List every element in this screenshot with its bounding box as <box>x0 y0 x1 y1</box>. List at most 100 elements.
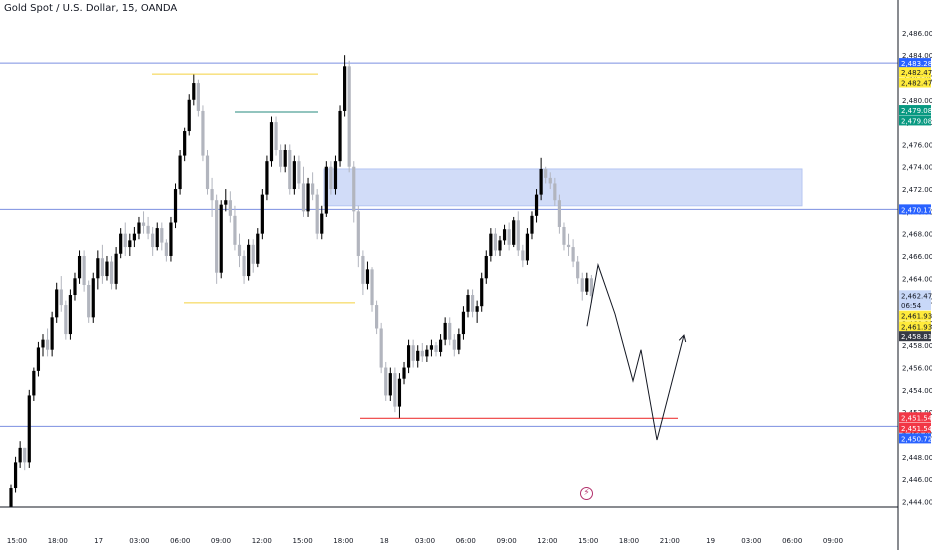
candle-body <box>562 226 566 245</box>
candle-body <box>18 447 22 463</box>
candle-body <box>544 168 548 178</box>
price-badge-label: 2,451.542 <box>901 425 932 433</box>
price-badge <box>899 290 931 301</box>
y-tick-label: 2,468.000 <box>902 231 932 239</box>
candle-body <box>27 395 31 463</box>
candle-body <box>23 447 27 463</box>
candle-body <box>534 194 539 216</box>
candle-body <box>224 200 228 205</box>
candle-body <box>146 225 150 234</box>
candle-body <box>388 373 392 396</box>
candle-body <box>397 378 402 407</box>
price-badge <box>899 331 931 342</box>
candle-body <box>498 240 502 251</box>
candle-body <box>452 339 456 350</box>
candle-body <box>384 367 388 396</box>
price-badge-label: 2,483.289 <box>901 60 932 68</box>
candle-body <box>393 373 397 407</box>
candle-body <box>77 255 82 279</box>
candle-body <box>420 350 424 357</box>
candle-body <box>470 295 475 312</box>
candle-body <box>461 311 466 335</box>
candle-body <box>50 317 54 350</box>
candle-body <box>160 228 164 243</box>
candle-body <box>406 345 411 368</box>
y-tick-label: 2,464.000 <box>902 275 932 283</box>
candle-body <box>260 194 264 234</box>
candle-body <box>183 131 187 156</box>
candle-body <box>539 168 543 195</box>
candle-body <box>192 83 196 100</box>
candle-body <box>36 347 41 371</box>
candle-body <box>480 278 484 307</box>
price-badge <box>899 433 931 444</box>
candle-body <box>443 322 447 340</box>
candle-body <box>169 222 173 256</box>
x-tick-label: 09:00 <box>211 537 231 545</box>
candle-body <box>237 244 242 256</box>
price-badge-label: 2,451.542 <box>901 414 932 422</box>
candle-body <box>151 233 155 248</box>
y-tick-label: 2,474.000 <box>902 164 932 172</box>
x-tick-label: 15:00 <box>578 537 598 545</box>
candle-body <box>576 261 580 279</box>
candle-body <box>256 233 260 264</box>
price-badge <box>899 412 931 423</box>
candle-body <box>105 261 109 277</box>
candle-body <box>41 339 45 348</box>
flash-icon[interactable]: ⚡ <box>580 487 593 500</box>
projection-arrow-head <box>678 334 687 343</box>
candle-body <box>516 220 520 251</box>
candle-body <box>521 250 525 261</box>
candle-body <box>530 215 534 234</box>
candle-body <box>187 99 191 132</box>
x-tick-label: 03:00 <box>415 537 435 545</box>
candle-body <box>59 289 63 306</box>
candle-body <box>155 228 159 248</box>
candle-body <box>416 350 420 361</box>
candle-body <box>411 345 415 361</box>
candle-body <box>525 233 530 261</box>
x-tick-label: 12:00 <box>252 537 272 545</box>
supply-zone-rect <box>323 168 803 207</box>
candle-body <box>196 83 200 111</box>
candle-body <box>370 269 374 306</box>
y-tick-label: 2,448.000 <box>902 454 932 462</box>
y-tick-label: 2,476.000 <box>902 141 932 149</box>
candle-body <box>45 339 50 350</box>
price-badge-label: 2,461.937 <box>901 323 932 331</box>
candle-body <box>571 247 575 262</box>
candle-body <box>306 183 310 212</box>
price-badge-label: 2,458.810 <box>901 333 932 341</box>
y-tick-label: 2,480.000 <box>902 97 932 105</box>
candle-body <box>215 200 219 273</box>
candle-body <box>566 244 571 248</box>
candle-body <box>265 161 269 195</box>
candle-body <box>484 255 488 279</box>
candle-body <box>219 204 223 273</box>
x-tick-label: 03:00 <box>741 537 761 545</box>
x-tick-label: 15:00 <box>293 537 313 545</box>
candle-body <box>438 339 443 352</box>
candle-body <box>288 149 292 190</box>
y-tick-label: 2,456.000 <box>902 365 932 373</box>
candle-body <box>164 242 168 256</box>
y-tick-label: 2,458.000 <box>902 342 932 350</box>
candle-body <box>502 229 507 241</box>
candle-body <box>548 177 552 184</box>
candle-body <box>507 229 511 245</box>
candle-body <box>315 194 319 234</box>
candle-body <box>274 122 278 150</box>
candle-body <box>457 334 461 350</box>
x-tick-label: 17 <box>94 537 103 545</box>
candle-body <box>73 278 77 296</box>
candle-body <box>13 462 18 489</box>
y-tick-label: 2,446.000 <box>902 476 932 484</box>
candle-body <box>233 215 237 245</box>
price-badge <box>899 310 931 321</box>
candle-body <box>68 295 73 335</box>
x-tick-label: 18:00 <box>333 537 353 545</box>
candle-body <box>132 233 136 241</box>
